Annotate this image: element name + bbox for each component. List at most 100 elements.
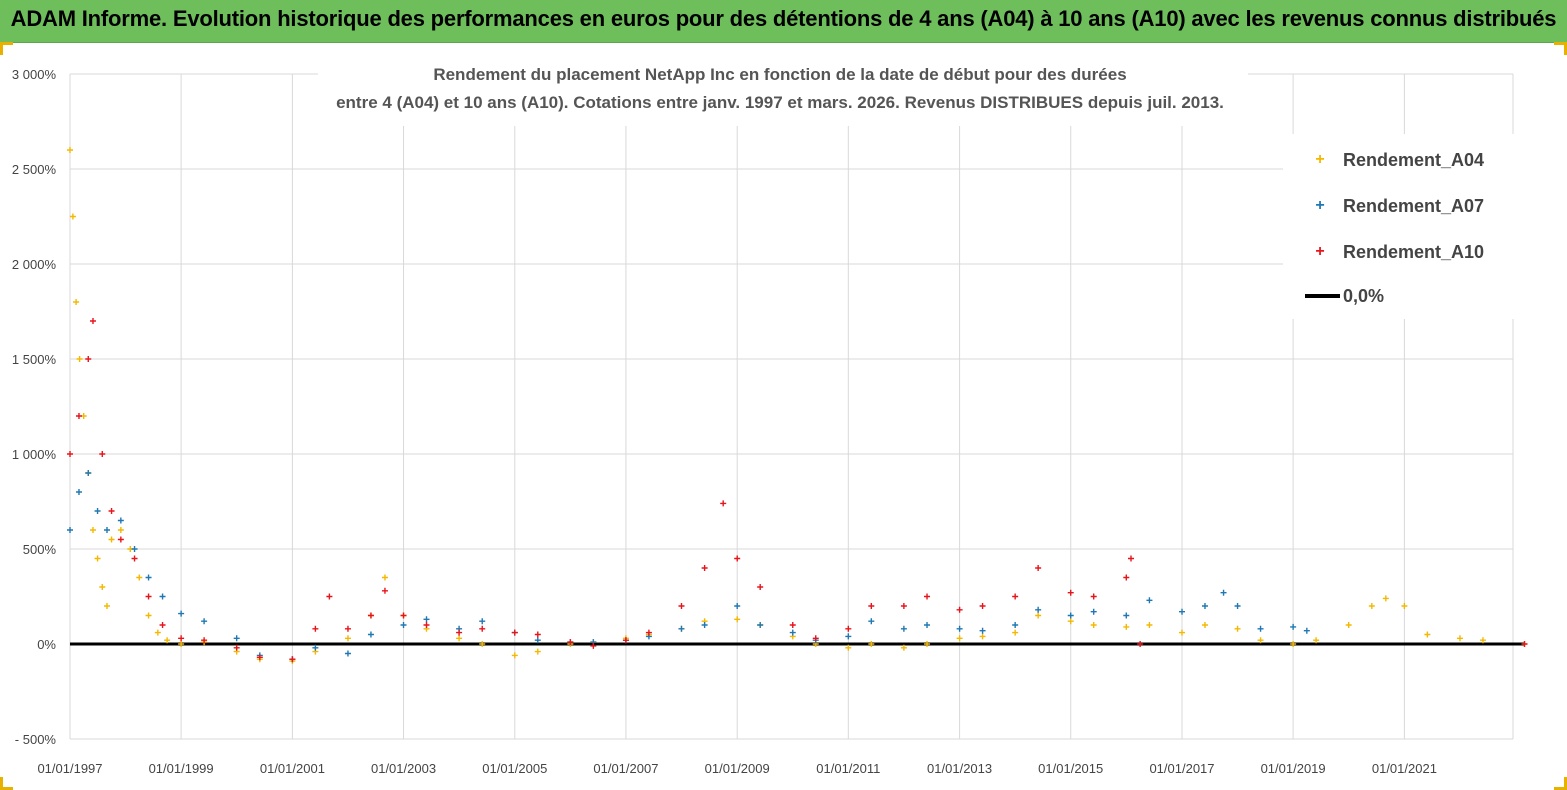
data-point bbox=[1123, 574, 1130, 581]
chart-title-background bbox=[318, 58, 1248, 126]
data-point bbox=[1220, 589, 1227, 596]
data-point bbox=[1234, 625, 1241, 632]
data-point bbox=[233, 635, 240, 642]
x-tick-label: 01/01/2001 bbox=[260, 761, 325, 776]
data-point bbox=[900, 625, 907, 632]
legend-marker-a07: + bbox=[1315, 197, 1324, 214]
data-point bbox=[94, 508, 101, 514]
data-point bbox=[1401, 603, 1408, 609]
data-point bbox=[159, 622, 166, 628]
x-tick-label: 01/01/2017 bbox=[1149, 761, 1214, 776]
data-point bbox=[1201, 622, 1208, 628]
data-point bbox=[789, 622, 796, 628]
data-point bbox=[145, 593, 152, 600]
data-point bbox=[1456, 635, 1463, 642]
data-point bbox=[1479, 637, 1486, 644]
data-point bbox=[734, 555, 741, 562]
x-tick-label: 01/01/1997 bbox=[37, 761, 102, 776]
data-point bbox=[94, 555, 101, 562]
data-point bbox=[868, 618, 875, 625]
data-point bbox=[131, 555, 138, 562]
x-tick-label: 01/01/2005 bbox=[482, 761, 547, 776]
data-point bbox=[69, 213, 76, 220]
data-point bbox=[720, 500, 727, 507]
data-point bbox=[108, 536, 115, 543]
x-tick-label: 01/01/2015 bbox=[1038, 761, 1103, 776]
data-point bbox=[1035, 612, 1042, 619]
x-tick-label: 01/01/2021 bbox=[1372, 761, 1437, 776]
data-point bbox=[178, 610, 185, 617]
data-point bbox=[1067, 589, 1074, 596]
data-point bbox=[131, 546, 138, 552]
y-tick-label: 2 000% bbox=[12, 257, 57, 272]
data-point bbox=[534, 648, 541, 655]
data-point bbox=[400, 622, 407, 628]
data-point bbox=[178, 635, 185, 642]
data-point bbox=[67, 527, 73, 533]
series-rendement-a07 bbox=[67, 470, 1310, 663]
chart-title-line-1: Rendement du placement NetApp Inc en fon… bbox=[433, 65, 1126, 84]
legend-label-a04: Rendement_A04 bbox=[1343, 150, 1484, 170]
data-point bbox=[868, 641, 875, 647]
data-point bbox=[845, 625, 852, 632]
data-point bbox=[1012, 622, 1019, 628]
data-point bbox=[1179, 629, 1185, 636]
chart-title-line-2: entre 4 (A04) et 10 ans (A10). Cotations… bbox=[336, 93, 1224, 112]
data-point bbox=[1368, 603, 1375, 609]
data-point bbox=[1035, 565, 1042, 571]
data-point bbox=[479, 625, 486, 632]
data-point bbox=[701, 565, 708, 571]
chart-legend: + Rendement_A04 + Rendement_A07 + Rendem… bbox=[1283, 134, 1515, 319]
y-tick-label: 1 500% bbox=[12, 352, 57, 367]
data-point bbox=[75, 413, 82, 419]
data-point bbox=[1179, 608, 1185, 615]
data-point bbox=[1345, 622, 1352, 628]
x-tick-label: 01/01/2011 bbox=[816, 761, 880, 776]
data-point bbox=[1067, 612, 1074, 619]
data-point bbox=[900, 603, 907, 609]
data-point bbox=[812, 635, 819, 642]
data-point bbox=[1521, 641, 1528, 647]
data-point bbox=[108, 508, 115, 514]
series-rendement-a10 bbox=[67, 318, 1528, 663]
data-point bbox=[344, 635, 351, 642]
x-tick-label: 01/01/2019 bbox=[1261, 761, 1326, 776]
data-point bbox=[89, 318, 96, 324]
data-point bbox=[85, 356, 92, 362]
y-tick-label: 500% bbox=[23, 542, 57, 557]
data-point bbox=[645, 629, 652, 636]
data-point bbox=[99, 451, 106, 457]
data-point bbox=[233, 644, 240, 651]
legend-label-a07: Rendement_A07 bbox=[1343, 196, 1484, 216]
data-point bbox=[1424, 631, 1431, 638]
data-point bbox=[1035, 606, 1042, 613]
data-point bbox=[678, 603, 685, 609]
data-point bbox=[400, 612, 407, 619]
data-point bbox=[1123, 623, 1130, 630]
data-point bbox=[1123, 612, 1130, 619]
y-tick-label: 2 500% bbox=[12, 162, 57, 177]
y-tick-label: 3 000% bbox=[12, 67, 57, 82]
data-point bbox=[1234, 603, 1241, 609]
data-point bbox=[678, 625, 685, 632]
x-axis-ticks: 01/01/1997 01/01/1999 01/01/2001 01/01/2003… bbox=[37, 761, 1436, 776]
data-point bbox=[326, 593, 333, 600]
data-point bbox=[1290, 623, 1297, 630]
data-point bbox=[103, 603, 110, 609]
data-point bbox=[534, 631, 541, 638]
data-point bbox=[956, 635, 963, 642]
x-tick-label: 01/01/2009 bbox=[705, 761, 770, 776]
data-point bbox=[479, 618, 486, 625]
legend-label-a10: Rendement_A10 bbox=[1343, 242, 1484, 262]
data-point bbox=[1257, 637, 1264, 644]
data-point bbox=[154, 629, 161, 636]
data-point bbox=[367, 612, 374, 619]
frame-corner-top-right bbox=[1554, 42, 1567, 55]
x-tick-label: 01/01/2003 bbox=[371, 761, 436, 776]
y-tick-label: 1 000% bbox=[12, 447, 57, 462]
data-point bbox=[1257, 625, 1264, 632]
data-point bbox=[67, 147, 73, 153]
legend-marker-a04: + bbox=[1315, 151, 1324, 168]
data-point bbox=[479, 641, 486, 647]
data-point bbox=[145, 612, 152, 619]
